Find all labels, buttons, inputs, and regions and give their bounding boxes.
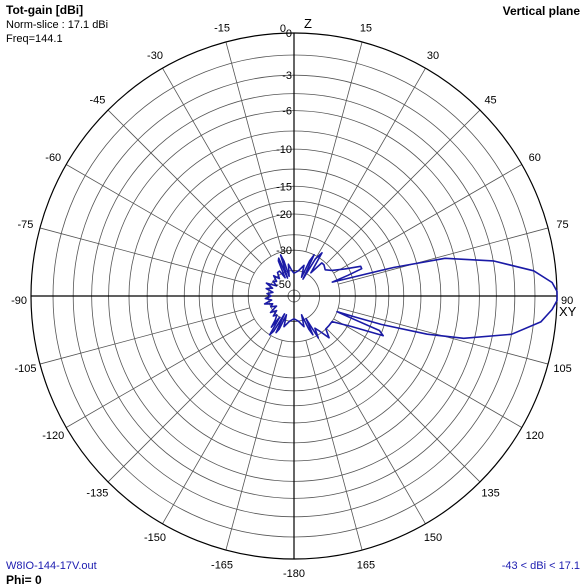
radial-tick-label: -30 (276, 245, 292, 257)
angle-label: -180 (283, 568, 305, 580)
radiation-pattern (263, 252, 558, 340)
main-axes (31, 33, 557, 559)
angle-label: 45 (484, 94, 496, 106)
spoke-line (326, 109, 481, 264)
spoke-line (162, 68, 272, 257)
spoke-line (66, 164, 255, 274)
gain-range-label: -43 < dBi < 17.1 (501, 560, 580, 572)
angle-label: 150 (424, 532, 442, 544)
horizon-label: XY (559, 304, 577, 319)
angle-label: 120 (526, 430, 544, 442)
spoke-line (326, 328, 481, 483)
angle-label: -30 (147, 50, 163, 62)
spoke-line (225, 41, 283, 252)
angle-label: -60 (45, 152, 61, 164)
file-name-label: W8IO-144-17V.out (6, 560, 97, 572)
angle-label: 15 (360, 22, 372, 34)
spoke-line (39, 227, 250, 285)
angle-label: -75 (18, 219, 34, 231)
angle-label: 135 (481, 488, 499, 500)
spoke-line (333, 164, 522, 274)
zenith-label: Z (304, 16, 312, 31)
angle-label: 75 (556, 219, 568, 231)
plane-label: Vertical plane (502, 4, 580, 18)
spoke-line (305, 41, 363, 252)
spoke-line (39, 307, 250, 365)
spoke-line (107, 328, 262, 483)
angle-label: -150 (144, 532, 166, 544)
radial-tick-label: -15 (276, 181, 292, 193)
radial-tick-labels: 0 -3 -6 -10 -15 -20 -30 -50 (275, 28, 292, 291)
angle-label: -90 (11, 295, 27, 307)
spoke-line (316, 68, 426, 257)
angle-label: 0 (280, 23, 286, 35)
spoke-line (225, 340, 283, 551)
norm-slice-label: Norm-slice : 17.1 dBi (6, 19, 109, 31)
angle-label: 30 (427, 50, 439, 62)
angle-label: -120 (42, 430, 64, 442)
angle-label: 165 (357, 560, 375, 572)
radial-tick-label: -10 (276, 144, 292, 156)
phi-label: Phi= 0 (6, 573, 42, 587)
radial-tick-label: -6 (282, 106, 292, 118)
angle-label: 60 (529, 152, 541, 164)
pattern-trace (263, 252, 558, 340)
radial-tick-label: -20 (276, 209, 292, 221)
angle-label: -45 (89, 94, 105, 106)
spoke-line (316, 335, 426, 524)
frequency-label: Freq=144.1 (6, 33, 63, 45)
radial-tick-label: -3 (282, 70, 292, 82)
angle-labels: 0 153045607590105120135150165-180-165-150… (11, 16, 577, 580)
spoke-line (305, 340, 363, 551)
angle-label: -135 (86, 488, 108, 500)
angle-label: 90 (561, 295, 573, 307)
angle-label: -165 (211, 560, 233, 572)
radial-tick-label: 0 (286, 28, 292, 40)
angle-label: -105 (14, 363, 36, 375)
radial-center-label: -50 (275, 279, 291, 291)
angle-label: -15 (214, 22, 230, 34)
chart-title: Tot-gain [dBi] (6, 3, 84, 17)
spoke-line (107, 109, 262, 264)
spoke-line (66, 318, 255, 428)
spoke-line (162, 335, 272, 524)
spoke-line (338, 227, 549, 285)
angle-label: 105 (553, 363, 571, 375)
